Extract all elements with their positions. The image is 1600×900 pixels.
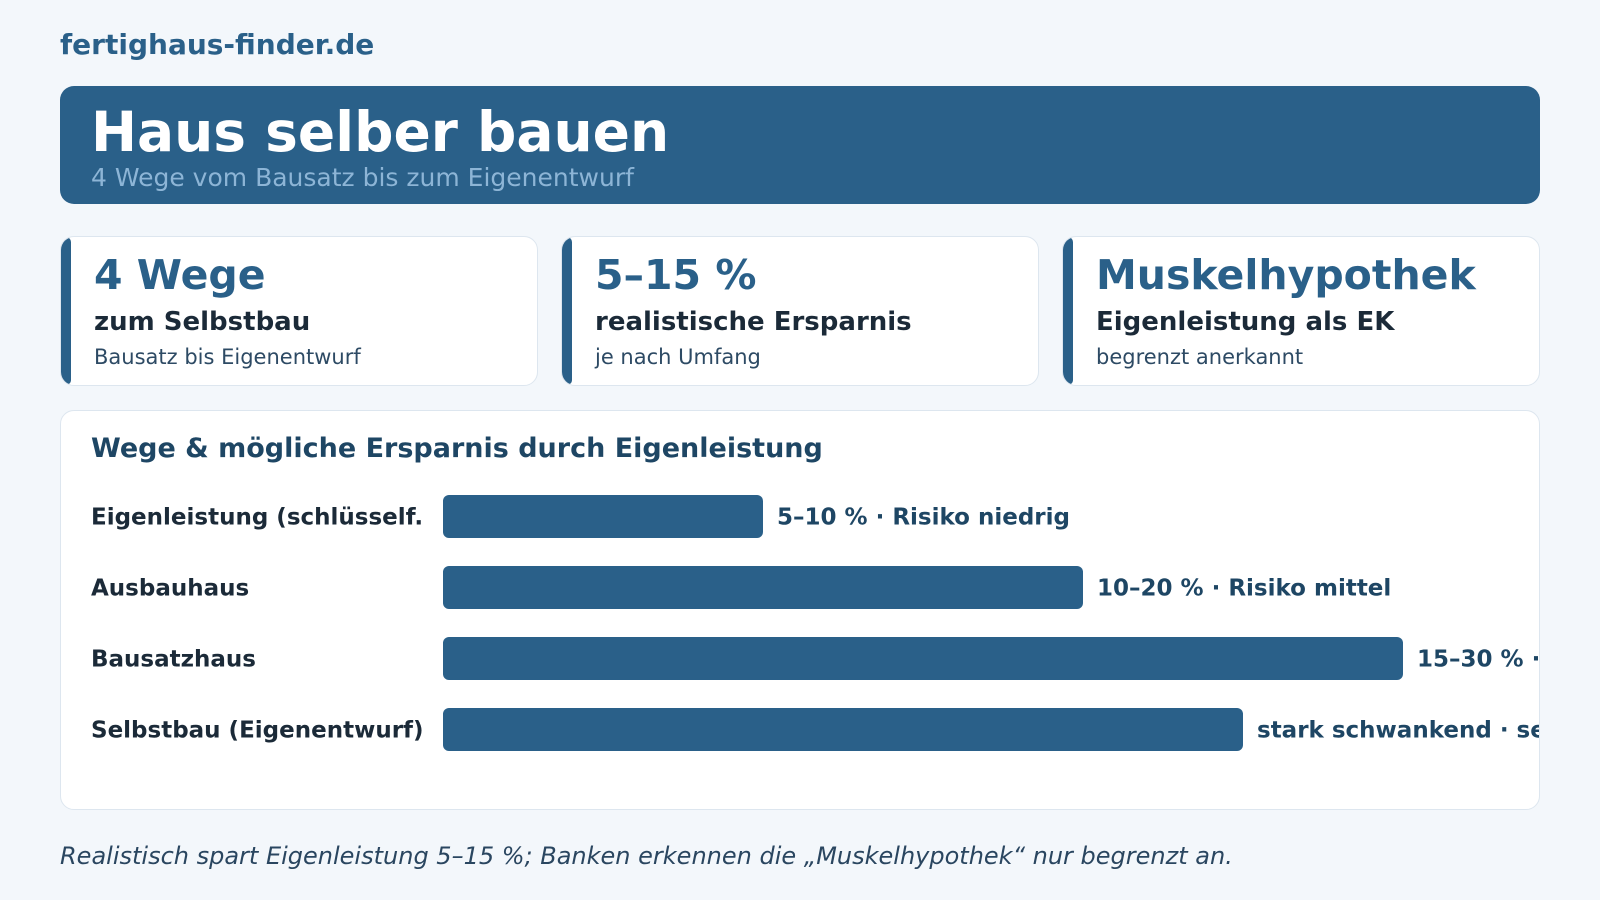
bar-value-label: 5–10 % · Risiko niedrig [777, 505, 1070, 531]
site-brand: fertighaus-finder.de [60, 28, 375, 61]
bar [443, 566, 1083, 609]
category-label: Selbstbau (Eigenentwurf) [91, 718, 424, 744]
bar-value-label: 10–20 % · Risiko mittel [1097, 576, 1391, 602]
stat-value: 5–15 % [595, 251, 757, 299]
category-label: Eigenleistung (schlüsself. [91, 505, 423, 531]
stat-card-savings: 5–15 % realistische Ersparnis je nach Um… [561, 236, 1039, 386]
stat-value: 4 Wege [94, 251, 266, 299]
stat-label: zum Selbstbau [94, 307, 311, 337]
bar-value-label: stark schwankend · seh [1257, 718, 1540, 744]
stat-accent-bar [562, 237, 572, 385]
bar [443, 495, 763, 538]
stat-note: begrenzt anerkannt [1096, 345, 1304, 369]
stat-label: Eigenleistung als EK [1096, 307, 1395, 337]
page-title: Haus selber bauen [91, 100, 670, 164]
stat-accent-bar [61, 237, 71, 385]
stat-value: Muskelhypothek [1096, 251, 1476, 299]
bar-chart: Eigenleistung (schlüsself. 5–10 % · Risik… [91, 495, 1540, 751]
bar [443, 708, 1243, 751]
stat-note: Bausatz bis Eigenentwurf [94, 345, 361, 369]
stat-label: realistische Ersparnis [595, 307, 912, 337]
bar [443, 637, 1403, 680]
footnote: Realistisch spart Eigenleistung 5–15 %; … [60, 842, 1233, 870]
category-label: Ausbauhaus [91, 576, 249, 602]
category-label: Bausatzhaus [91, 647, 256, 673]
page-subtitle: 4 Wege vom Bausatz bis zum Eigenentwurf [91, 163, 634, 192]
hero-banner: Haus selber bauen 4 Wege vom Bausatz bis… [60, 86, 1540, 204]
stat-note: je nach Umfang [595, 345, 761, 369]
chart-title: Wege & mögliche Ersparnis durch Eigenlei… [91, 433, 823, 464]
stat-accent-bar [1063, 237, 1073, 385]
stat-card-muskelhypothek: Muskelhypothek Eigenleistung als EK begr… [1062, 236, 1540, 386]
bar-value-label: 15–30 % · R [1417, 647, 1540, 673]
chart-card: Wege & mögliche Ersparnis durch Eigenlei… [60, 410, 1540, 810]
stat-card-ways: 4 Wege zum Selbstbau Bausatz bis Eigenen… [60, 236, 538, 386]
